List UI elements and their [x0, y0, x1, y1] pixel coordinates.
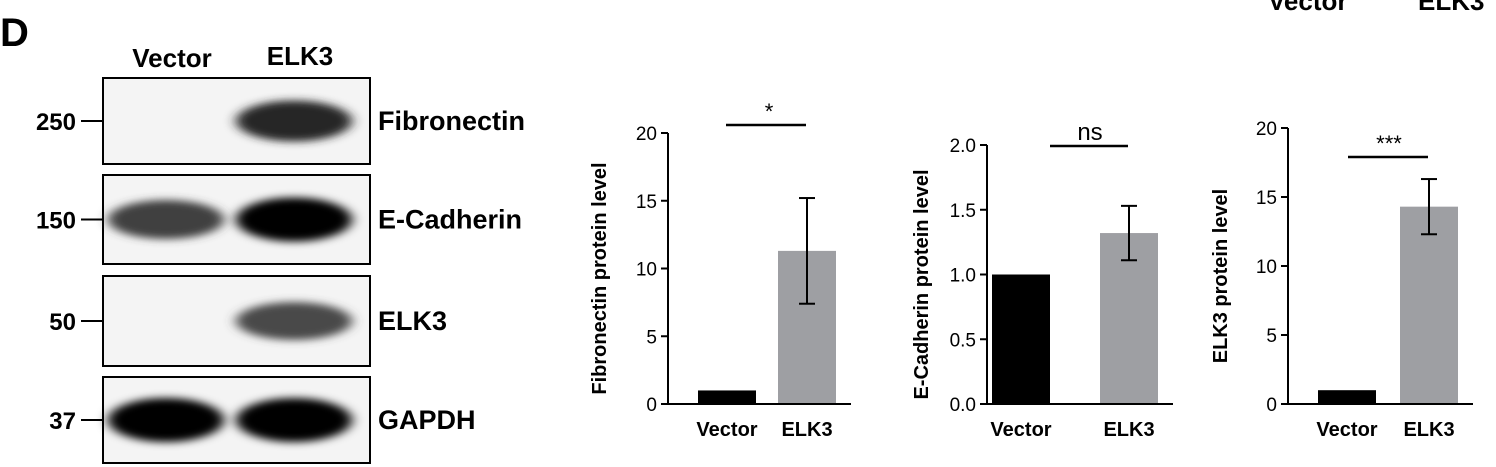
x-tick-label: Vector [990, 419, 1051, 441]
bar-chart: 0.0 0.5 1.0 1.5 2.0 Vector ELK3 E-Cadherin prot… [911, 119, 1173, 441]
blot-row: 250 Fibronectin [36, 77, 525, 165]
y-tick-label: 0.0 [950, 395, 976, 416]
y-tick-label: 5 [646, 327, 657, 348]
y-tick-label: 1.5 [950, 201, 976, 222]
significance-label: *** [1376, 131, 1402, 156]
y-tick-label: 5 [1266, 326, 1277, 347]
y-tick-label: 15 [1256, 188, 1277, 209]
protein-label: GAPDH [378, 405, 476, 435]
panel-letter: D [0, 11, 29, 55]
y-tick-label: 10 [1256, 257, 1277, 278]
significance-label: ns [1077, 119, 1102, 146]
blot-row: 150 E-Cadherin [36, 174, 522, 265]
marker-label: 250 [36, 109, 76, 136]
bar-charts: 0 5 10 15 20 Vector ELK3 Fibronectin protein le… [589, 99, 1473, 441]
cropped-header-vector: Vector [1268, 0, 1348, 16]
x-tick-label: Vector [1316, 419, 1377, 441]
x-tick-label: Vector [696, 419, 757, 441]
y-tick-label: 0 [646, 395, 657, 416]
y-tick-label: 0 [1266, 395, 1277, 416]
bar [1318, 390, 1376, 404]
protein-label: ELK3 [378, 306, 447, 336]
blot-band [236, 100, 352, 142]
marker-label: 150 [36, 208, 76, 235]
bar-chart: 0 5 10 15 20 Vector ELK3 Fibronectin protein le… [589, 99, 851, 441]
x-tick-label: ELK3 [1103, 419, 1154, 441]
y-tick-label: 15 [636, 192, 657, 213]
y-axis-label: Fibronectin protein level [589, 162, 611, 394]
y-tick-label: 0.5 [950, 330, 976, 351]
y-axis-label: E-Cadherin protein level [911, 169, 933, 399]
lane-label-elk3: ELK3 [267, 41, 333, 71]
y-tick-label: 20 [1256, 119, 1277, 140]
blot-row: 37 GAPDH [49, 376, 476, 464]
blot-band [236, 398, 352, 442]
bar [992, 274, 1050, 404]
lane-label-vector: Vector [132, 43, 212, 73]
cropped-header-elk3: ELK3 [1418, 0, 1484, 16]
x-tick-label: ELK3 [781, 419, 832, 441]
blot-band [236, 302, 352, 340]
bar [1100, 233, 1158, 404]
blot-band [108, 398, 224, 442]
bar-chart: 0 5 10 15 20 Vector ELK3 ELK3 protein level *** [1210, 119, 1473, 441]
western-blot: 250 Fibronectin 150 E-Cadherin 50 ELK3 37 GAPDH [36, 77, 525, 464]
y-tick-label: 1.0 [950, 266, 976, 287]
bar [698, 390, 756, 404]
bar [1400, 206, 1458, 404]
marker-label: 37 [49, 408, 76, 435]
blot-band [108, 200, 224, 239]
significance-label: * [765, 99, 774, 124]
protein-label: Fibronectin [378, 106, 525, 136]
x-tick-label: ELK3 [1403, 419, 1454, 441]
y-tick-label: 10 [636, 260, 657, 281]
y-tick-label: 20 [636, 124, 657, 145]
blot-band [236, 197, 352, 242]
marker-label: 50 [49, 309, 76, 336]
blot-row: 50 ELK3 [49, 275, 447, 367]
protein-label: E-Cadherin [378, 205, 522, 235]
y-axis-label: ELK3 protein level [1210, 189, 1232, 364]
y-tick-label: 2.0 [950, 136, 976, 157]
